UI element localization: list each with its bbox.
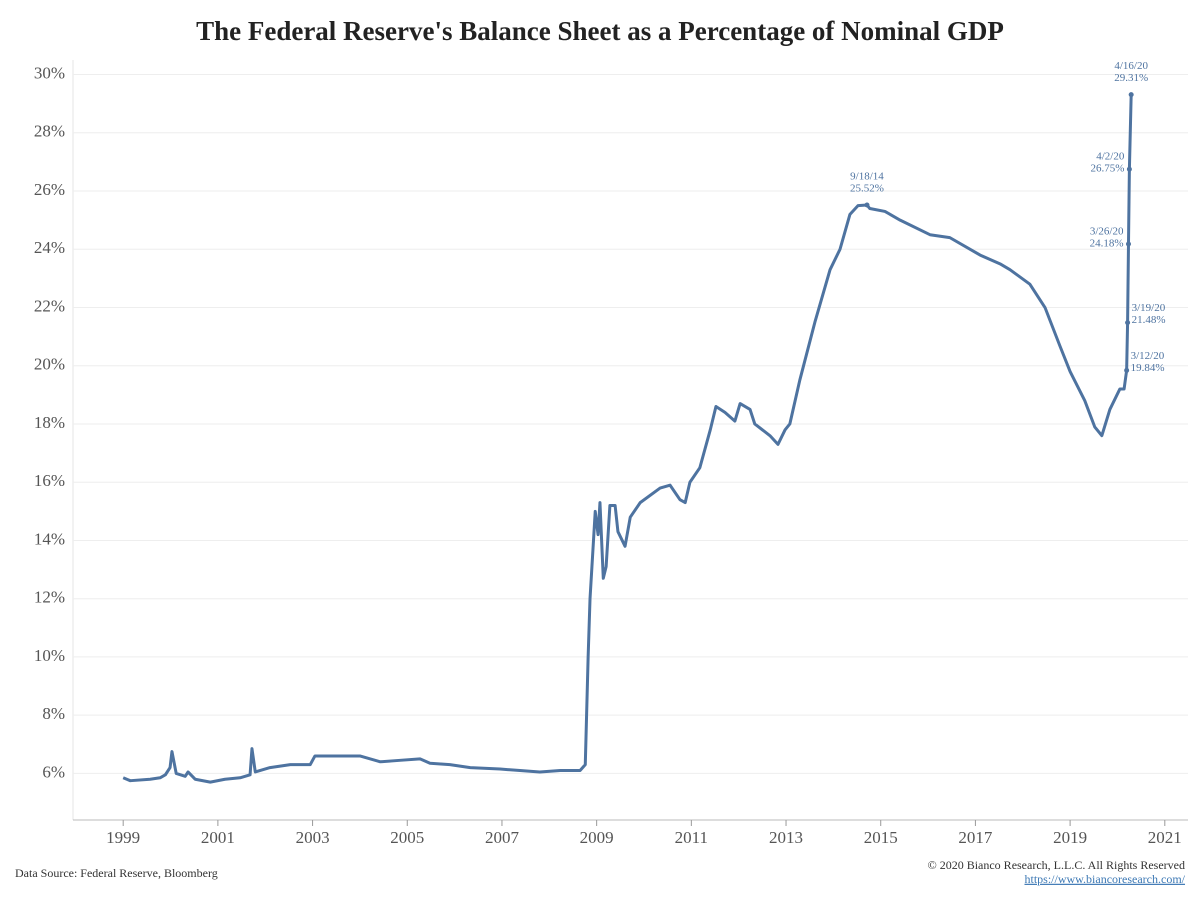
annotation-point (1126, 166, 1132, 172)
y-tick-label: 14% (34, 529, 65, 548)
series-line (122, 94, 1133, 784)
chart-title: The Federal Reserve's Balance Sheet as a… (196, 16, 1004, 46)
annotation-value: 25.52% (850, 183, 884, 195)
x-tick-label: 2019 (1053, 828, 1087, 847)
annotation-date: 9/18/14 (850, 171, 884, 183)
y-tick-label: 12% (34, 588, 65, 607)
x-tick-label: 2005 (390, 828, 424, 847)
x-tick-label: 2021 (1148, 828, 1182, 847)
y-tick-label: 18% (34, 413, 65, 432)
annotation-point (864, 202, 870, 208)
annotation-date: 3/12/20 (1131, 350, 1165, 362)
y-tick-label: 16% (34, 471, 65, 490)
x-tick-label: 2011 (675, 828, 708, 847)
annotation-point (1125, 320, 1131, 326)
annotation-value: 21.48% (1132, 314, 1166, 326)
url-link[interactable]: https://www.biancoresearch.com/ (1024, 872, 1185, 886)
annotation-date: 3/19/20 (1132, 302, 1166, 314)
y-tick-label: 26% (34, 180, 65, 199)
y-tick-label: 22% (34, 296, 65, 315)
annotation-value: 24.18% (1090, 238, 1124, 250)
annotation-date: 3/26/20 (1090, 226, 1124, 238)
y-tick-label: 30% (34, 63, 65, 82)
y-tick-label: 20% (34, 355, 65, 374)
x-tick-label: 1999 (106, 828, 140, 847)
annotation-value: 29.31% (1114, 72, 1148, 84)
annotation-date: 4/16/20 (1114, 60, 1148, 72)
annotation-point (1124, 367, 1130, 373)
annotation-point (1125, 241, 1131, 247)
y-tick-label: 8% (42, 704, 65, 723)
annotation-value: 26.75% (1090, 163, 1124, 175)
copyright: © 2020 Bianco Research, L.L.C. All Right… (928, 858, 1185, 872)
x-tick-label: 2001 (201, 828, 235, 847)
annotation-date: 4/2/20 (1096, 151, 1125, 163)
annotation-value: 19.84% (1131, 362, 1165, 374)
annotation-point (1128, 92, 1134, 98)
y-tick-label: 24% (34, 238, 65, 257)
source: Data Source: Federal Reserve, Bloomberg (15, 866, 218, 880)
x-tick-label: 2003 (296, 828, 330, 847)
y-tick-label: 28% (34, 122, 65, 141)
y-tick-label: 6% (42, 762, 65, 781)
x-tick-label: 2015 (864, 828, 898, 847)
x-tick-label: 2007 (485, 828, 520, 847)
x-tick-label: 2017 (958, 828, 993, 847)
x-tick-label: 2013 (769, 828, 803, 847)
x-tick-label: 2009 (580, 828, 614, 847)
y-tick-label: 10% (34, 646, 65, 665)
